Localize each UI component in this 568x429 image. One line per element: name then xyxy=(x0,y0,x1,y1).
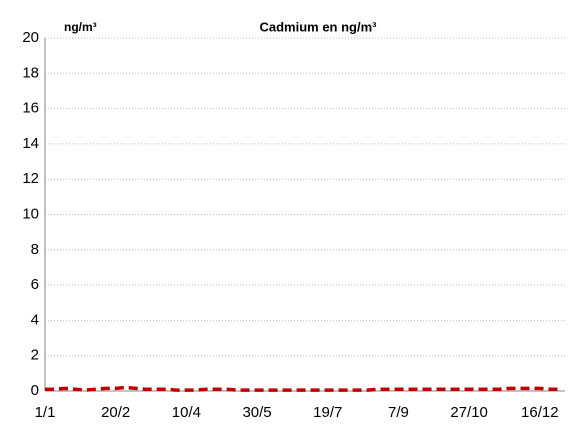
x-tick-label: 19/7 xyxy=(313,404,342,421)
y-tick-label: 0 xyxy=(31,382,39,399)
y-tick-label: 2 xyxy=(31,347,39,364)
y-tick-label: 18 xyxy=(22,64,39,81)
y-unit: ng/m³ xyxy=(64,20,97,34)
x-tick-label: 16/12 xyxy=(521,404,559,421)
y-tick-label: 12 xyxy=(22,170,39,187)
series-line xyxy=(45,385,560,392)
x-tick-label: 27/10 xyxy=(450,404,488,421)
y-tick-label: 4 xyxy=(31,311,39,328)
y-tick-label: 16 xyxy=(22,100,39,117)
x-tick-label: 1/1 xyxy=(35,404,56,421)
y-tick-label: 6 xyxy=(31,276,39,293)
y-tick-label: 20 xyxy=(22,29,39,46)
y-tick-label: 8 xyxy=(31,241,39,258)
chart-title: Cadmium en ng/m³ xyxy=(259,19,377,34)
x-tick-label: 20/2 xyxy=(101,404,130,421)
y-tick-label: 10 xyxy=(22,205,39,222)
x-tick-label: 10/4 xyxy=(172,404,201,421)
x-tick-label: 30/5 xyxy=(242,404,271,421)
x-tick-label: 7/9 xyxy=(388,404,409,421)
y-tick-label: 14 xyxy=(22,135,39,152)
